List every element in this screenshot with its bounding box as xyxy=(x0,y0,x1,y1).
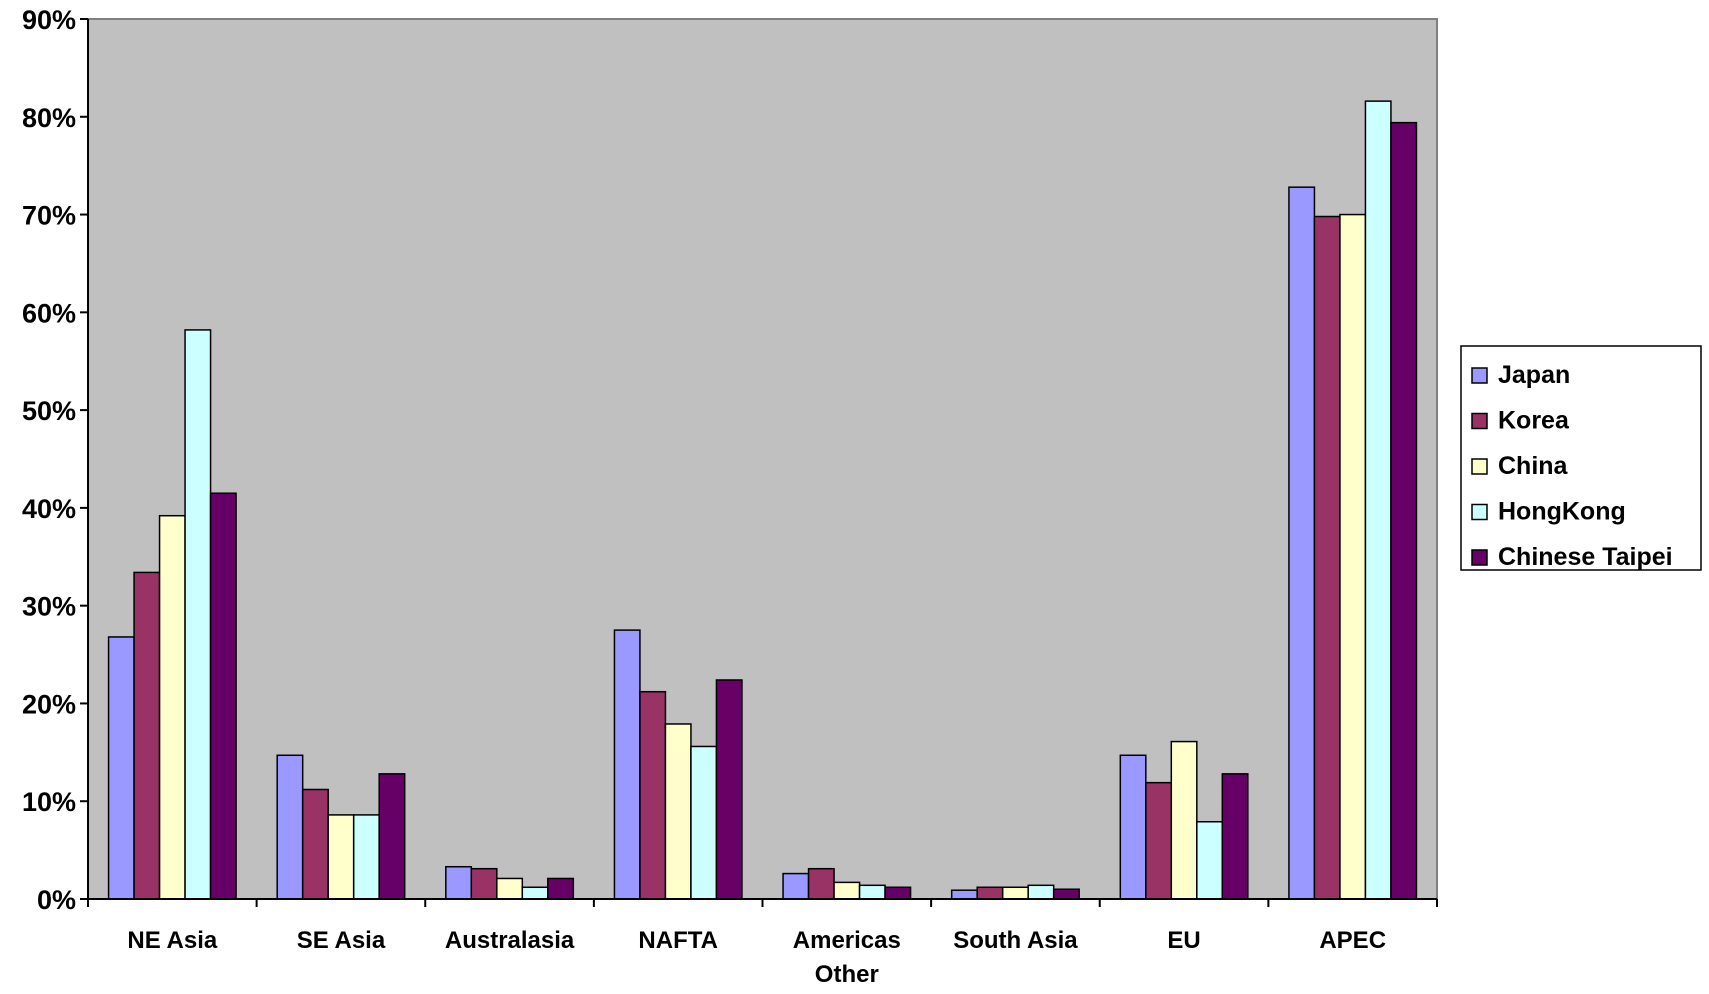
bar xyxy=(158,514,186,900)
bar xyxy=(1145,781,1173,900)
legend-label: HongKong xyxy=(1498,498,1626,526)
bar xyxy=(184,329,212,900)
x-tick-label: Australasia xyxy=(445,927,575,954)
bars-layer xyxy=(107,100,1418,900)
bar xyxy=(1027,884,1055,900)
legend-label: Japan xyxy=(1498,361,1570,389)
legend-swatch xyxy=(1471,412,1488,430)
y-tick-label: 40% xyxy=(22,494,76,524)
bar xyxy=(782,872,810,900)
bar xyxy=(1196,821,1224,900)
legend-label: Chinese Taipei xyxy=(1498,543,1673,571)
bar xyxy=(1288,186,1316,900)
bar xyxy=(107,636,135,900)
bar xyxy=(858,884,886,900)
bar xyxy=(715,679,743,900)
bar xyxy=(1221,773,1249,900)
bar xyxy=(639,690,667,900)
legend-swatch xyxy=(1471,458,1488,475)
legend-label: China xyxy=(1498,452,1569,480)
bar xyxy=(352,814,380,900)
legend-swatch xyxy=(1471,503,1488,521)
y-tick-label: 10% xyxy=(22,787,76,817)
bar xyxy=(209,492,237,900)
bar xyxy=(133,571,161,900)
bar xyxy=(378,773,406,900)
bar xyxy=(1390,121,1418,900)
bar xyxy=(1170,740,1198,900)
bar xyxy=(1313,215,1341,900)
bar xyxy=(301,788,329,900)
x-tick-label: NE Asia xyxy=(127,927,217,954)
y-tick-label: 80% xyxy=(22,103,76,133)
x-tick-label: Americas xyxy=(793,927,901,954)
bar xyxy=(327,814,355,900)
y-tick-label: 50% xyxy=(22,396,76,426)
bar xyxy=(1339,213,1367,900)
x-tick-label: EU xyxy=(1167,927,1200,954)
x-tick-label: NAFTA xyxy=(638,927,718,954)
y-tick-label: 70% xyxy=(22,201,76,231)
bar xyxy=(1052,888,1080,900)
bar xyxy=(950,889,978,900)
legend-swatch xyxy=(1471,549,1488,566)
y-tick-label: 0% xyxy=(37,885,76,915)
x-tick-label: SE Asia xyxy=(297,927,386,954)
bar xyxy=(884,886,912,900)
bar xyxy=(1001,886,1029,900)
bar xyxy=(276,754,304,900)
bar xyxy=(470,867,498,900)
bar xyxy=(496,877,524,900)
bar xyxy=(1119,754,1147,900)
legend-swatch xyxy=(1471,367,1488,384)
x-tick-label: APEC xyxy=(1319,927,1386,954)
bar xyxy=(833,881,861,900)
bar xyxy=(547,877,575,900)
bar xyxy=(521,886,549,900)
x-tick-label: South Asia xyxy=(953,927,1078,954)
legend-label: Korea xyxy=(1498,407,1570,435)
legend-box xyxy=(1460,345,1702,571)
x-tick-label: Other xyxy=(815,961,879,988)
axes-layer: 0% 10% 20% 30% 40% 50% 60% 70% 80% 90% NE Asia SE A… xyxy=(22,5,1438,988)
bar xyxy=(613,629,641,900)
plot-area xyxy=(87,18,1438,900)
y-tick-label: 60% xyxy=(22,298,76,328)
y-tick-label: 90% xyxy=(22,5,76,35)
bar xyxy=(664,723,692,900)
y-tick-label: 30% xyxy=(22,592,76,622)
bar xyxy=(976,886,1004,900)
bar xyxy=(807,867,835,900)
bar xyxy=(1364,100,1392,900)
bar xyxy=(690,745,718,900)
legend: Japan Korea China HongKong Chinese Taipei xyxy=(1460,345,1702,571)
bar xyxy=(445,865,473,900)
y-tick-label: 20% xyxy=(22,689,76,719)
